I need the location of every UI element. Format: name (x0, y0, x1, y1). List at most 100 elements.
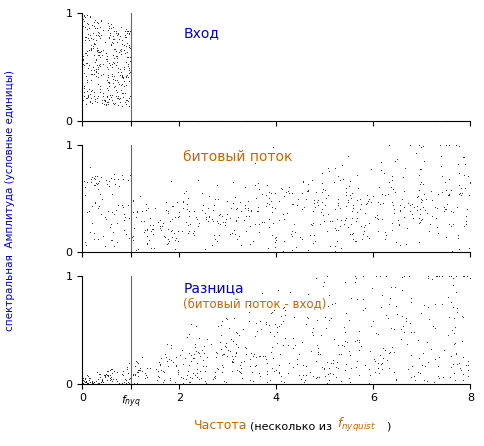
Point (465, 117, 472, 124)
Point (263, 368, 271, 375)
Point (449, 274, 456, 281)
Point (363, 197, 371, 204)
Point (394, 221, 402, 228)
Point (359, 223, 367, 231)
Point (155, 373, 163, 380)
Point (383, 190, 391, 197)
Point (223, 210, 230, 217)
Point (447, 273, 454, 280)
Point (362, 199, 370, 206)
Point (348, 117, 356, 124)
Point (448, 117, 455, 124)
Point (97, 48, 105, 55)
Point (80, 88, 88, 95)
Point (121, 31, 129, 38)
Point (390, 348, 397, 355)
Point (193, 359, 200, 367)
Point (89, 63, 96, 70)
Point (118, 81, 125, 88)
Point (116, 99, 123, 106)
Point (342, 184, 349, 191)
Point (314, 345, 321, 352)
Point (352, 357, 360, 364)
Point (449, 369, 456, 376)
Point (80, 83, 88, 90)
Point (417, 216, 425, 223)
Point (154, 359, 162, 366)
Point (177, 374, 185, 381)
Point (133, 380, 140, 387)
Point (198, 347, 206, 354)
Point (396, 336, 404, 343)
Point (178, 248, 185, 255)
Point (373, 364, 381, 372)
Point (215, 117, 223, 124)
Point (104, 58, 111, 65)
Point (324, 117, 332, 124)
Point (178, 227, 186, 235)
Point (236, 117, 244, 124)
Point (274, 368, 282, 376)
Point (106, 376, 114, 383)
Point (332, 237, 340, 244)
Point (326, 243, 333, 250)
Point (269, 332, 277, 339)
Point (295, 372, 302, 379)
Point (117, 47, 125, 54)
Point (304, 117, 312, 124)
Point (255, 369, 263, 376)
Point (106, 91, 114, 98)
Point (299, 372, 307, 379)
Point (326, 314, 334, 322)
Point (113, 54, 121, 62)
Point (307, 117, 315, 124)
Point (88, 70, 96, 78)
Point (458, 314, 466, 321)
Point (434, 375, 442, 382)
Point (270, 368, 277, 375)
Point (232, 367, 240, 374)
Point (231, 349, 239, 356)
Point (97, 210, 105, 217)
Point (242, 351, 250, 358)
Point (210, 375, 218, 382)
Point (224, 347, 231, 354)
Point (219, 363, 227, 370)
Point (108, 190, 116, 197)
Point (110, 60, 118, 67)
Point (109, 368, 117, 375)
Point (437, 163, 444, 170)
Point (146, 221, 153, 228)
Point (100, 96, 107, 103)
Point (419, 301, 427, 308)
Point (452, 289, 459, 296)
Point (212, 117, 220, 124)
Point (250, 181, 258, 188)
Text: Разница: Разница (183, 281, 243, 295)
Point (375, 117, 382, 124)
Point (88, 99, 96, 107)
Point (140, 369, 148, 376)
Point (258, 219, 266, 226)
Point (158, 220, 166, 227)
Point (353, 117, 361, 124)
Point (156, 354, 164, 361)
Point (317, 117, 324, 124)
Point (254, 180, 261, 187)
Point (276, 373, 284, 380)
Point (87, 47, 95, 54)
Point (348, 230, 355, 237)
Point (308, 372, 316, 379)
Point (265, 223, 272, 231)
Point (112, 48, 120, 55)
Point (319, 186, 327, 193)
Point (148, 117, 156, 124)
Point (185, 330, 193, 337)
Point (350, 237, 358, 244)
Point (380, 192, 388, 199)
Point (386, 324, 393, 331)
Point (442, 117, 450, 124)
Point (119, 94, 127, 101)
Point (391, 239, 399, 246)
Point (439, 117, 447, 124)
